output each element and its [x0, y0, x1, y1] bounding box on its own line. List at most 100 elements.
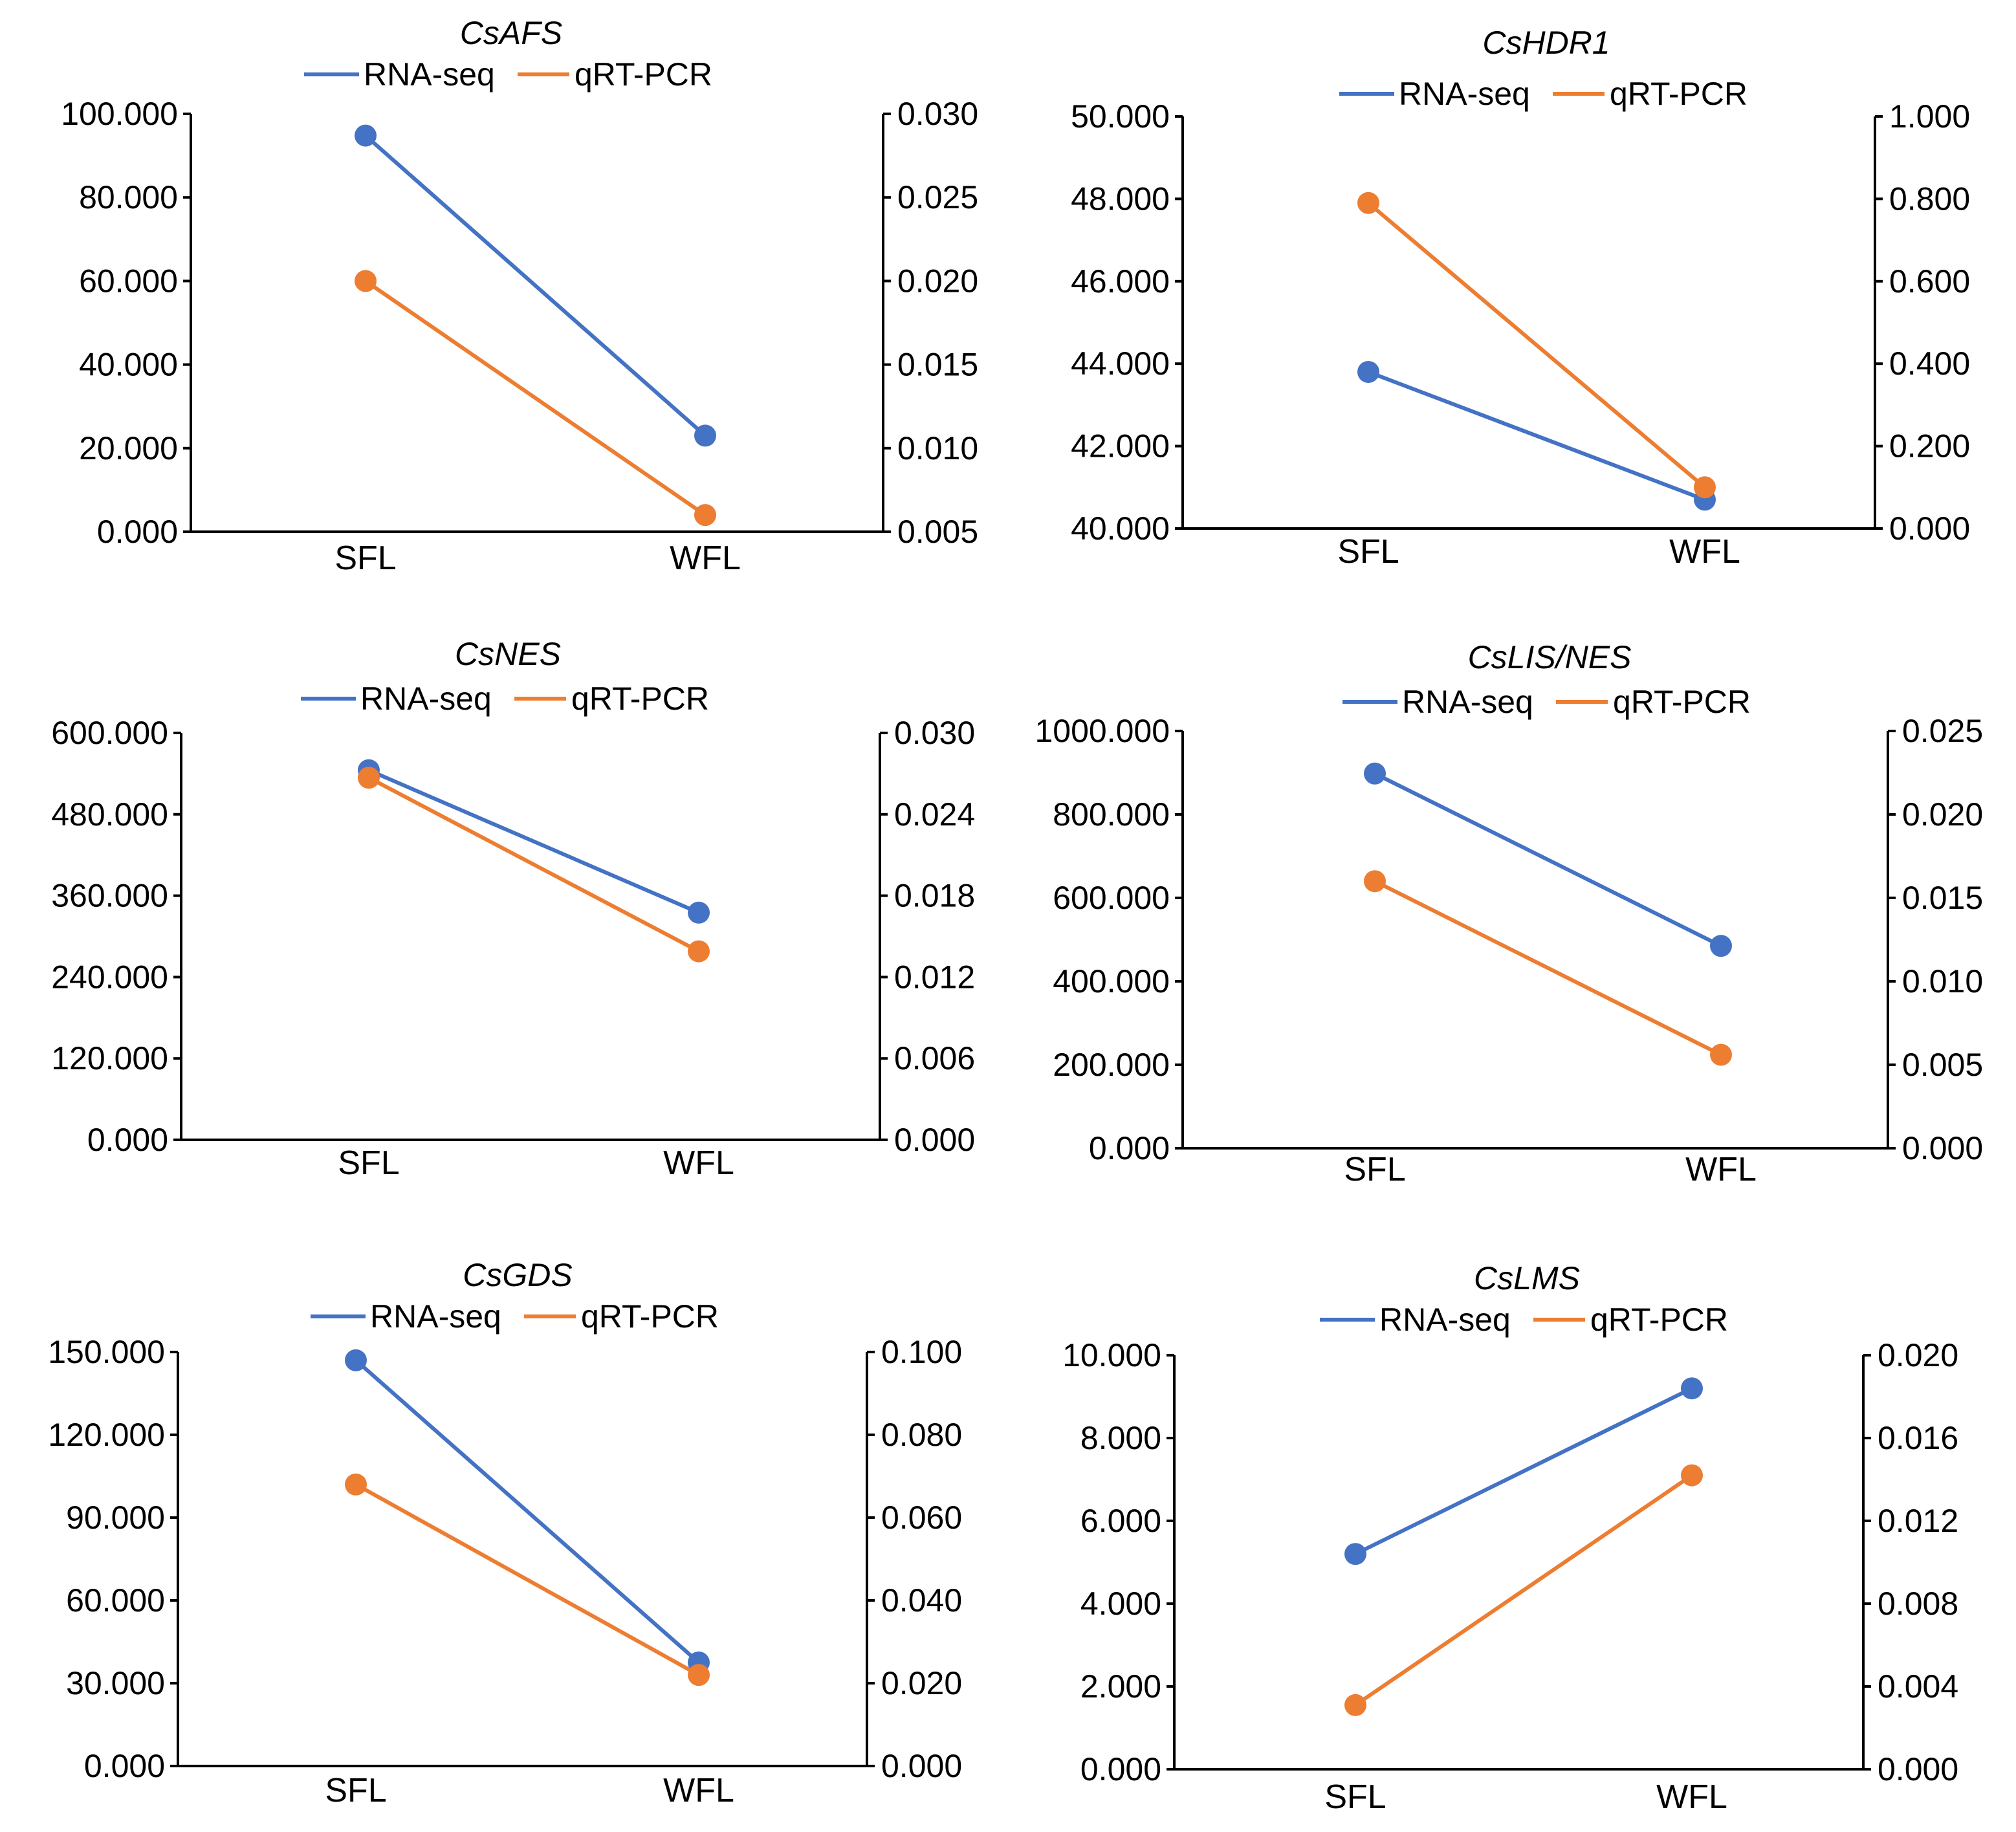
y-right-tick-label: 0.010 — [897, 430, 978, 466]
y-left-tick-label: 0.000 — [1080, 1751, 1161, 1787]
y-left-tick-label: 4.000 — [1080, 1586, 1161, 1622]
series-line-rna-seq — [1354, 1386, 1693, 1556]
y-right-tick-label: 0.040 — [881, 1582, 962, 1619]
y-left-tick-label: 800.000 — [1053, 796, 1170, 833]
y-left-tick-label: 2.000 — [1080, 1668, 1161, 1705]
chart-title: CsLMS — [1474, 1260, 1580, 1296]
y-right-tick-label: 0.000 — [1889, 510, 1970, 547]
data-point-qrt-pcr — [1694, 476, 1716, 499]
y-left-tick-label: 400.000 — [1053, 963, 1170, 999]
y-left-tick-label: 100.000 — [61, 96, 178, 132]
x-tick-label: WFL — [663, 1772, 734, 1809]
data-point-qrt-pcr — [694, 504, 716, 527]
legend: RNA-seq qRT-PCR — [1339, 76, 1748, 112]
y-left-tick-label: 40.000 — [79, 347, 178, 383]
y-right-tick-label: 0.600 — [1889, 263, 1970, 300]
y-left-tick-label: 480.000 — [51, 796, 168, 833]
data-point-qrt-pcr — [1364, 870, 1386, 893]
legend-label-qrt-pcr: qRT-PCR — [575, 56, 712, 93]
legend-label-qrt-pcr: qRT-PCR — [571, 681, 709, 717]
y-left-tick-label: 30.000 — [66, 1665, 165, 1701]
chart-title: CsGDS — [463, 1257, 572, 1293]
y-right-tick-label: 0.030 — [894, 715, 975, 751]
y-right-tick-label: 0.012 — [894, 959, 975, 995]
legend-label-rna-seq: RNA-seq — [364, 56, 495, 93]
x-tick-label: SFL — [1324, 1778, 1386, 1816]
y-left-tick-label: 44.000 — [1071, 345, 1170, 382]
y-right-tick-label: 0.000 — [1878, 1751, 1958, 1787]
legend: RNA-seq qRT-PCR — [301, 681, 709, 717]
data-point-rna-seq — [1364, 762, 1386, 785]
y-right-tick-label: 0.006 — [894, 1040, 975, 1076]
y-left-tick-label: 1000.000 — [1035, 713, 1170, 749]
legend: RNA-seq qRT-PCR — [311, 1298, 719, 1335]
data-point-rna-seq — [1344, 1543, 1366, 1565]
y-right-tick-label: 0.020 — [897, 263, 978, 299]
y-left-tick-label: 90.000 — [66, 1499, 165, 1536]
series-line-rna-seq — [1367, 370, 1706, 502]
chart-panel-2: CsHDR1 RNA-seq qRT-PCR 50.000 48.000 46.000 44… — [1071, 25, 1970, 571]
series-line-rna-seq — [355, 1358, 700, 1664]
chart-title: CsAFS — [460, 15, 562, 51]
x-tick-label: SFL — [1337, 533, 1399, 571]
legend-label-rna-seq: RNA-seq — [1399, 76, 1530, 112]
y-right-tick-label: 0.005 — [1902, 1047, 1983, 1083]
series-line-rna-seq — [364, 134, 707, 437]
data-point-rna-seq — [694, 424, 716, 447]
series-line-qrt-pcr — [355, 1483, 700, 1677]
y-right-tick-label: 0.024 — [894, 796, 975, 833]
y-left-tick-label: 48.000 — [1071, 180, 1170, 217]
data-point-qrt-pcr — [1344, 1694, 1366, 1716]
y-left-tick-label: 0.000 — [97, 514, 178, 550]
legend: RNA-seq qRT-PCR — [304, 56, 712, 93]
y-right-tick-label: 0.020 — [1878, 1337, 1958, 1373]
series-line-qrt-pcr — [1367, 201, 1706, 489]
chart-panel-4: CsLIS/NES RNA-seq qRT-PCR 1000.000 800.000 60… — [1035, 639, 1983, 1188]
legend-label-qrt-pcr: qRT-PCR — [581, 1298, 719, 1335]
y-right-tick-label: 0.010 — [1902, 963, 1983, 999]
series-line-qrt-pcr — [1374, 879, 1722, 1057]
data-point-qrt-pcr — [1710, 1043, 1732, 1066]
y-left-tick-label: 60.000 — [79, 263, 178, 299]
y-right-tick-label: 0.800 — [1889, 180, 1970, 217]
y-left-tick-label: 10.000 — [1062, 1337, 1161, 1373]
data-point-qrt-pcr — [345, 1473, 367, 1496]
y-left-tick-label: 0.000 — [87, 1122, 168, 1158]
x-tick-label: WFL — [670, 540, 741, 577]
y-left-tick-label: 40.000 — [1071, 510, 1170, 547]
series-line-rna-seq — [367, 768, 700, 915]
y-right-tick-label: 0.060 — [881, 1499, 962, 1536]
y-left-tick-label: 0.000 — [84, 1748, 165, 1784]
data-point-rna-seq — [345, 1349, 367, 1371]
y-left-tick-label: 46.000 — [1071, 263, 1170, 300]
y-right-tick-label: 0.000 — [881, 1748, 962, 1784]
legend-label-rna-seq: RNA-seq — [1379, 1302, 1511, 1338]
y-left-tick-label: 0.000 — [1089, 1130, 1170, 1166]
data-point-qrt-pcr — [358, 767, 380, 789]
data-point-qrt-pcr — [1357, 191, 1379, 214]
y-right-tick-label: 0.000 — [1902, 1130, 1983, 1166]
legend-label-rna-seq: RNA-seq — [370, 1298, 501, 1335]
y-right-tick-label: 0.025 — [897, 179, 978, 215]
chart-title: CsLIS/NES — [1468, 639, 1632, 675]
series-line-qrt-pcr — [1354, 1474, 1693, 1707]
legend-label-qrt-pcr: qRT-PCR — [1610, 76, 1748, 112]
series-line-qrt-pcr — [367, 776, 700, 954]
legend: RNA-seq qRT-PCR — [1320, 1302, 1728, 1338]
data-point-rna-seq — [1681, 1377, 1703, 1400]
chart-panel-6: CsLMS RNA-seq qRT-PCR 10.000 8.000 6.000 4.000… — [1062, 1260, 1958, 1816]
y-right-tick-label: 0.100 — [881, 1334, 962, 1370]
legend: RNA-seq qRT-PCR — [1342, 684, 1751, 720]
data-point-qrt-pcr — [688, 940, 710, 963]
chart-title: CsHDR1 — [1482, 25, 1610, 61]
x-tick-label: WFL — [1669, 533, 1740, 571]
y-left-tick-label: 6.000 — [1080, 1503, 1161, 1539]
x-tick-label: WFL — [1685, 1151, 1757, 1188]
y-left-tick-label: 200.000 — [1053, 1047, 1170, 1083]
y-left-tick-label: 360.000 — [51, 878, 168, 914]
chart-title: CsNES — [455, 636, 561, 672]
legend-label-qrt-pcr: qRT-PCR — [1613, 684, 1751, 720]
chart-panel-1: CsAFS RNA-seq qRT-PCR 100.000 80.000 60.000 40… — [61, 15, 978, 577]
data-point-rna-seq — [688, 901, 710, 924]
